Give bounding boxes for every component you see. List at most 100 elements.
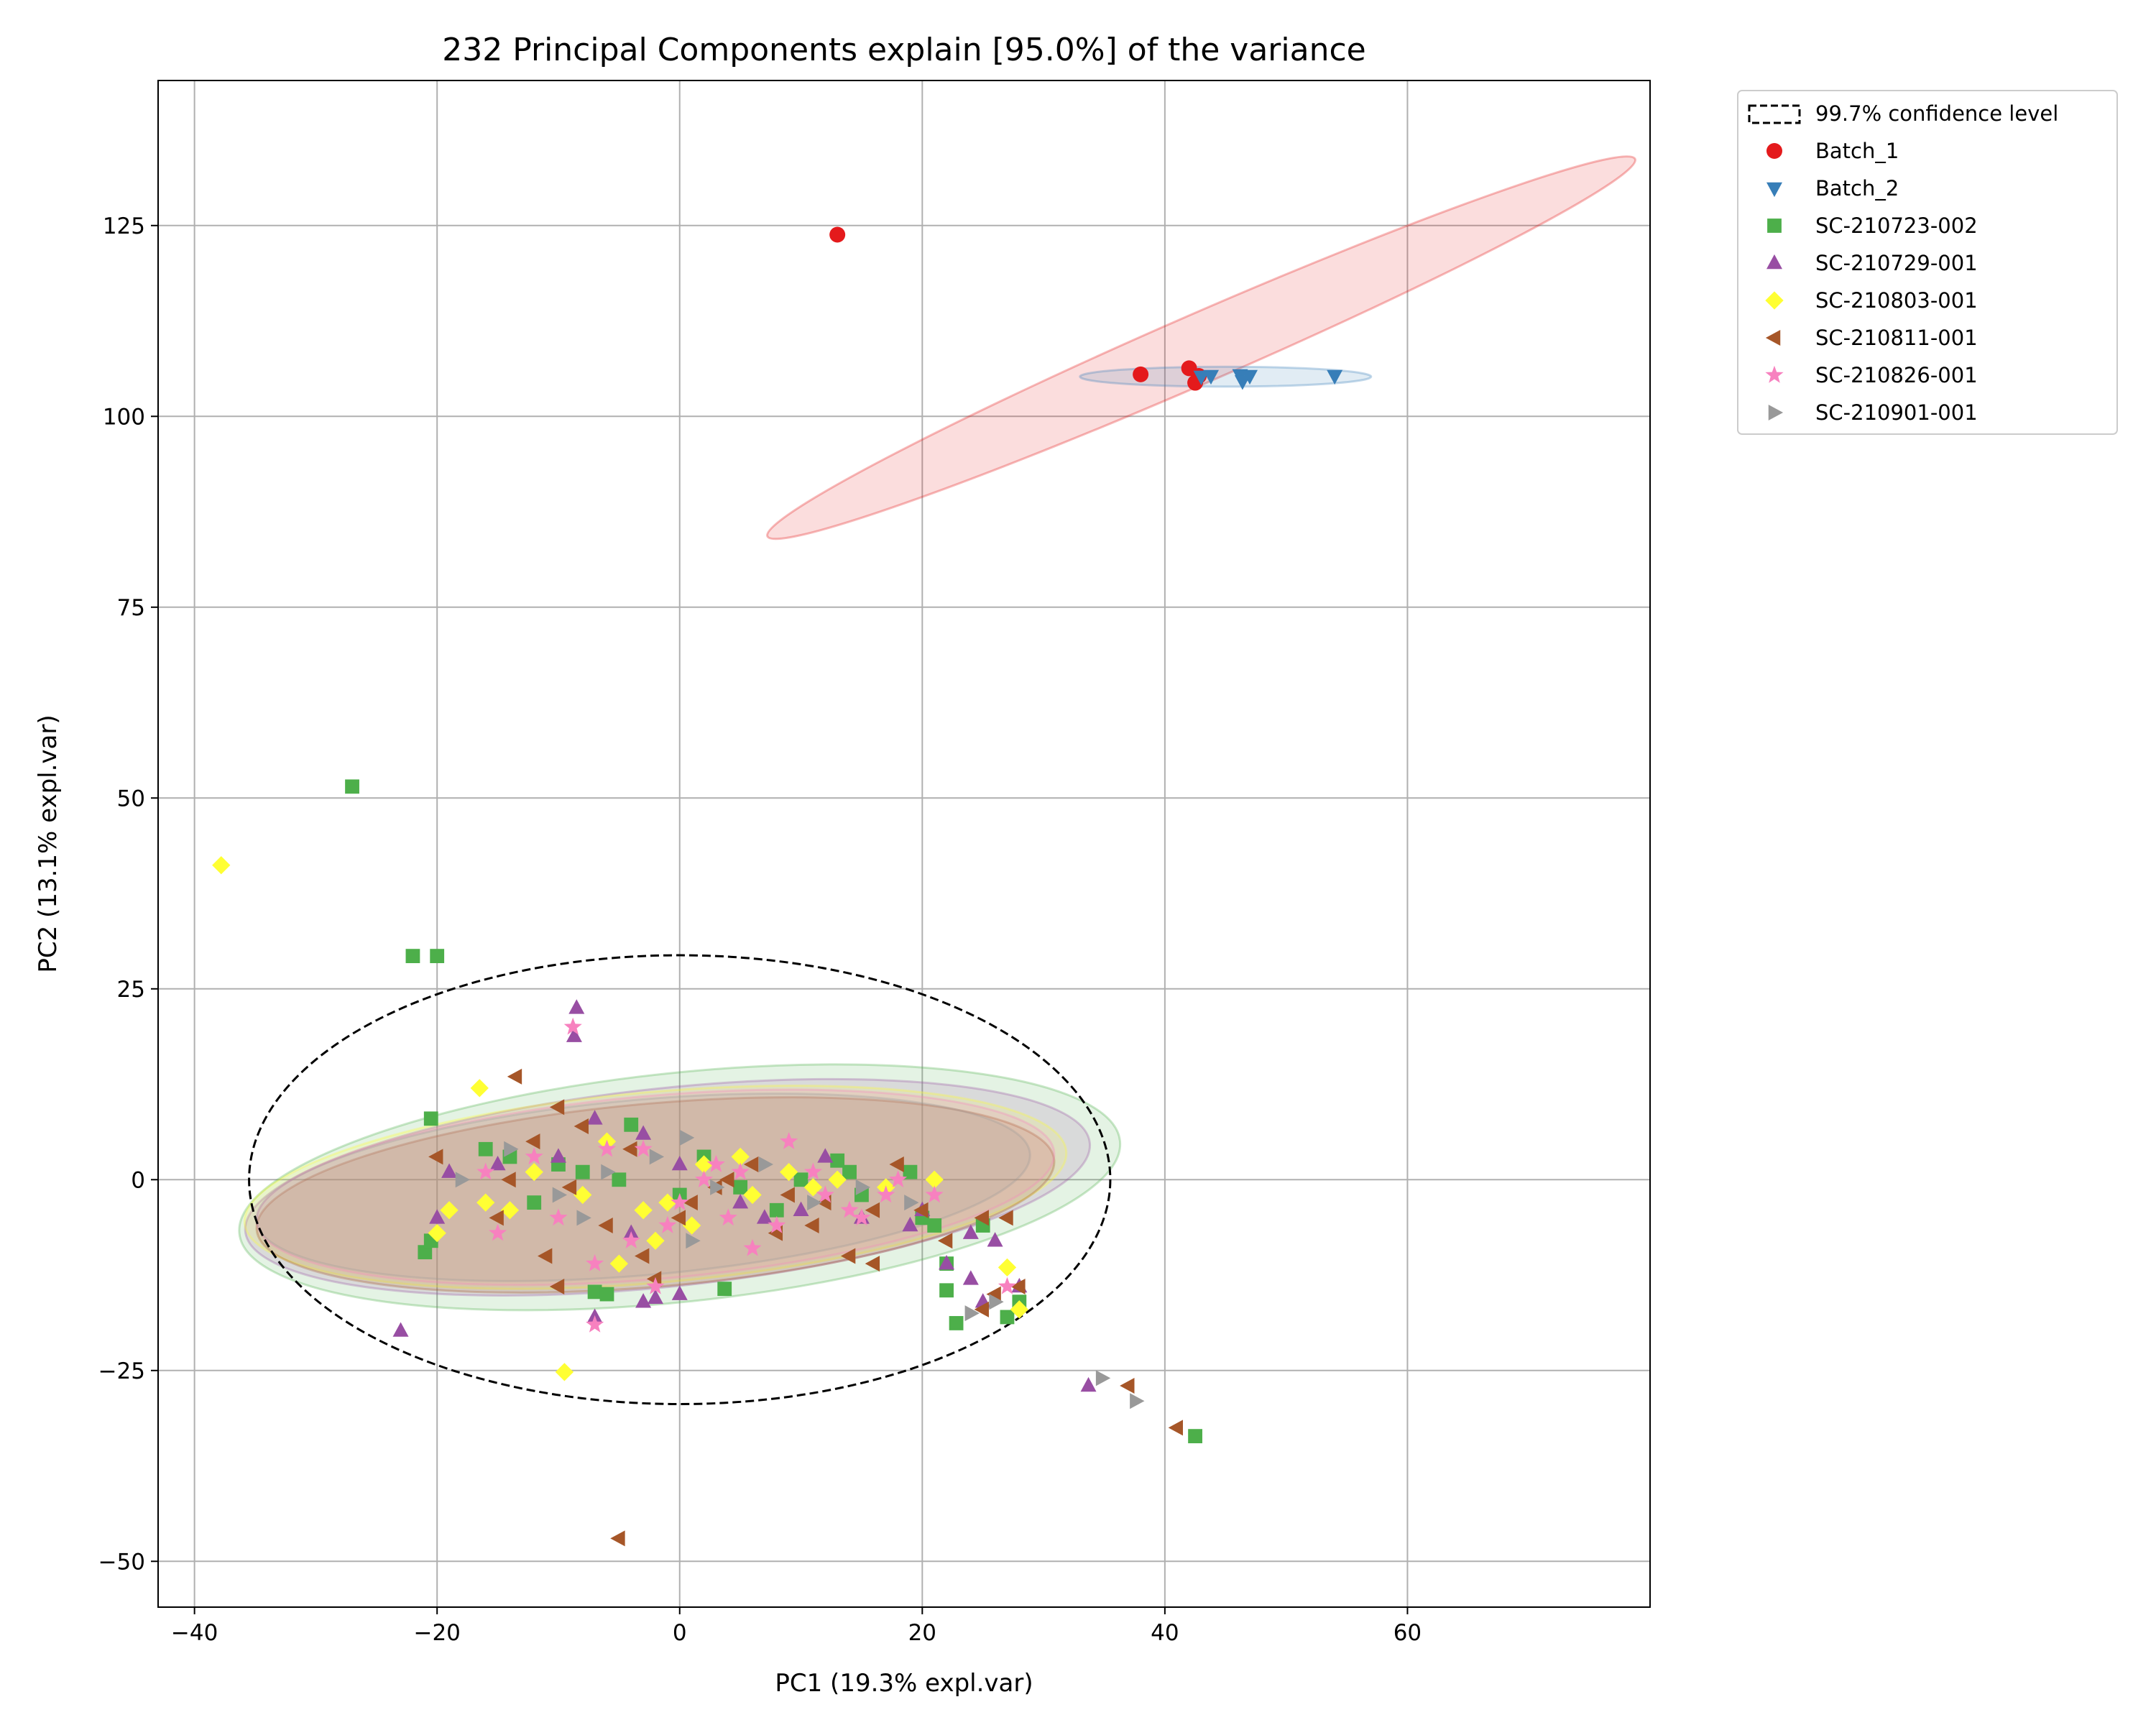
point-sc-210803-001 — [780, 1163, 798, 1182]
point-sc-210729-001 — [392, 1322, 409, 1337]
legend-label-sc-210803-001: SC-210803-001 — [1815, 288, 1978, 313]
point-sc-210811-001 — [865, 1256, 880, 1272]
point-sc-210723-002 — [478, 1141, 493, 1156]
point-sc-210723-002 — [612, 1172, 627, 1187]
point-sc-210901-001 — [649, 1149, 665, 1165]
point-sc-210811-001 — [804, 1218, 819, 1233]
point-sc-210729-001 — [671, 1155, 688, 1171]
point-sc-210826-001 — [719, 1208, 737, 1226]
point-sc-210826-001 — [525, 1147, 543, 1165]
legend-swatch-confidence — [1748, 104, 1801, 124]
point-sc-210901-001 — [710, 1179, 725, 1195]
y-axis-label: PC2 (13.1% expl.var) — [34, 714, 63, 972]
point-sc-210811-001 — [1010, 1278, 1026, 1294]
point-sc-210811-001 — [549, 1278, 565, 1294]
point-sc-210811-001 — [986, 1286, 1001, 1302]
point-sc-210729-001 — [756, 1209, 773, 1224]
point-sc-210723-002 — [423, 1111, 438, 1126]
point-sc-210729-001 — [429, 1209, 446, 1224]
point-sc-210803-001 — [646, 1231, 665, 1250]
point-sc-210826-001 — [768, 1215, 786, 1233]
point-sc-210729-001 — [962, 1224, 979, 1239]
point-sc-210723-002 — [587, 1284, 602, 1300]
point-sc-210811-001 — [525, 1133, 540, 1150]
point-sc-210729-001 — [1080, 1376, 1097, 1392]
point-sc-210826-001 — [646, 1276, 665, 1294]
point-sc-210901-001 — [989, 1294, 1004, 1310]
point-sc-210729-001 — [635, 1293, 652, 1308]
legend-marker-sc-210811-001 — [1765, 330, 1781, 346]
legend-marker-sc-210803-001 — [1765, 291, 1784, 310]
point-sc-210811-001 — [683, 1195, 698, 1211]
y-tick-label: 50 — [117, 786, 145, 811]
y-tick-label: −50 — [98, 1549, 145, 1575]
point-sc-210811-001 — [489, 1210, 504, 1226]
point-sc-210826-001 — [998, 1276, 1016, 1294]
point-sc-210803-001 — [658, 1193, 677, 1212]
point-batch-2 — [1327, 369, 1343, 385]
point-sc-210729-001 — [489, 1155, 506, 1171]
point-sc-210826-001 — [840, 1200, 859, 1218]
point-sc-210723-002 — [842, 1164, 857, 1179]
point-sc-210901-001 — [552, 1187, 568, 1203]
point-sc-210826-001 — [476, 1162, 495, 1180]
point-sc-210901-001 — [1095, 1370, 1111, 1386]
point-sc-210723-002 — [575, 1164, 590, 1179]
point-sc-210811-001 — [937, 1233, 953, 1249]
point-sc-210811-001 — [719, 1172, 734, 1188]
y-tick-label: 125 — [103, 213, 145, 239]
point-sc-210826-001 — [549, 1208, 568, 1226]
legend-label-sc-210729-001: SC-210729-001 — [1815, 251, 1978, 275]
point-sc-210723-002 — [345, 779, 359, 794]
point-sc-210901-001 — [504, 1141, 519, 1157]
point-sc-210729-001 — [671, 1285, 688, 1300]
x-axis-label: PC1 (19.3% expl.var) — [775, 1669, 1033, 1698]
legend-label-sc-210901-001: SC-210901-001 — [1815, 400, 1978, 425]
point-sc-210811-001 — [865, 1202, 880, 1218]
point-sc-210811-001 — [1168, 1420, 1184, 1436]
chart-title: 232 Principal Components explain [95.0%]… — [442, 32, 1365, 68]
legend-marker-batch-1 — [1766, 143, 1782, 159]
legend-box — [1737, 90, 2118, 435]
point-sc-210826-001 — [563, 1017, 582, 1035]
point-sc-210811-001 — [974, 1301, 989, 1317]
point-sc-210811-001 — [622, 1141, 637, 1157]
point-sc-210803-001 — [828, 1170, 847, 1189]
point-sc-210729-001 — [586, 1110, 603, 1125]
legend-marker-sc-210826-001 — [1765, 365, 1784, 383]
point-sc-210901-001 — [855, 1179, 871, 1195]
point-sc-210811-001 — [428, 1149, 443, 1165]
plot-frame — [157, 80, 1651, 1608]
point-sc-210723-002 — [939, 1283, 954, 1298]
point-sc-210826-001 — [780, 1132, 798, 1149]
point-sc-210723-002 — [903, 1164, 918, 1179]
data-points — [212, 226, 1343, 1547]
axis-ticks: −40 −20 0 20 40 60 −50 −25 0 25 50 75 100 125 — [98, 213, 1422, 1646]
point-sc-210723-002 — [733, 1180, 748, 1195]
point-sc-210811-001 — [635, 1248, 650, 1264]
point-sc-210901-001 — [807, 1195, 822, 1211]
point-sc-210729-001 — [902, 1216, 918, 1232]
point-sc-210803-001 — [803, 1178, 823, 1197]
point-sc-210729-001 — [550, 1148, 566, 1163]
point-sc-210901-001 — [679, 1129, 695, 1146]
point-sc-210723-002 — [1000, 1310, 1015, 1325]
point-batch-2 — [1234, 375, 1250, 390]
point-sc-210811-001 — [671, 1210, 686, 1226]
point-sc-210723-002 — [949, 1316, 964, 1330]
point-sc-210826-001 — [706, 1154, 725, 1172]
point-sc-210826-001 — [852, 1208, 871, 1226]
point-sc-210729-001 — [817, 1148, 834, 1163]
point-sc-210811-001 — [646, 1271, 662, 1287]
point-sc-210803-001 — [500, 1201, 520, 1220]
point-sc-210723-002 — [830, 1153, 845, 1168]
y-tick-label: 0 — [131, 1167, 145, 1193]
x-tick-label: −20 — [413, 1620, 460, 1646]
point-batch-1 — [1133, 366, 1149, 382]
point-sc-210826-001 — [695, 1170, 714, 1187]
point-sc-210811-001 — [549, 1099, 565, 1116]
point-sc-210729-001 — [939, 1255, 955, 1270]
point-sc-210803-001 — [609, 1254, 629, 1273]
point-sc-210803-001 — [925, 1170, 944, 1189]
